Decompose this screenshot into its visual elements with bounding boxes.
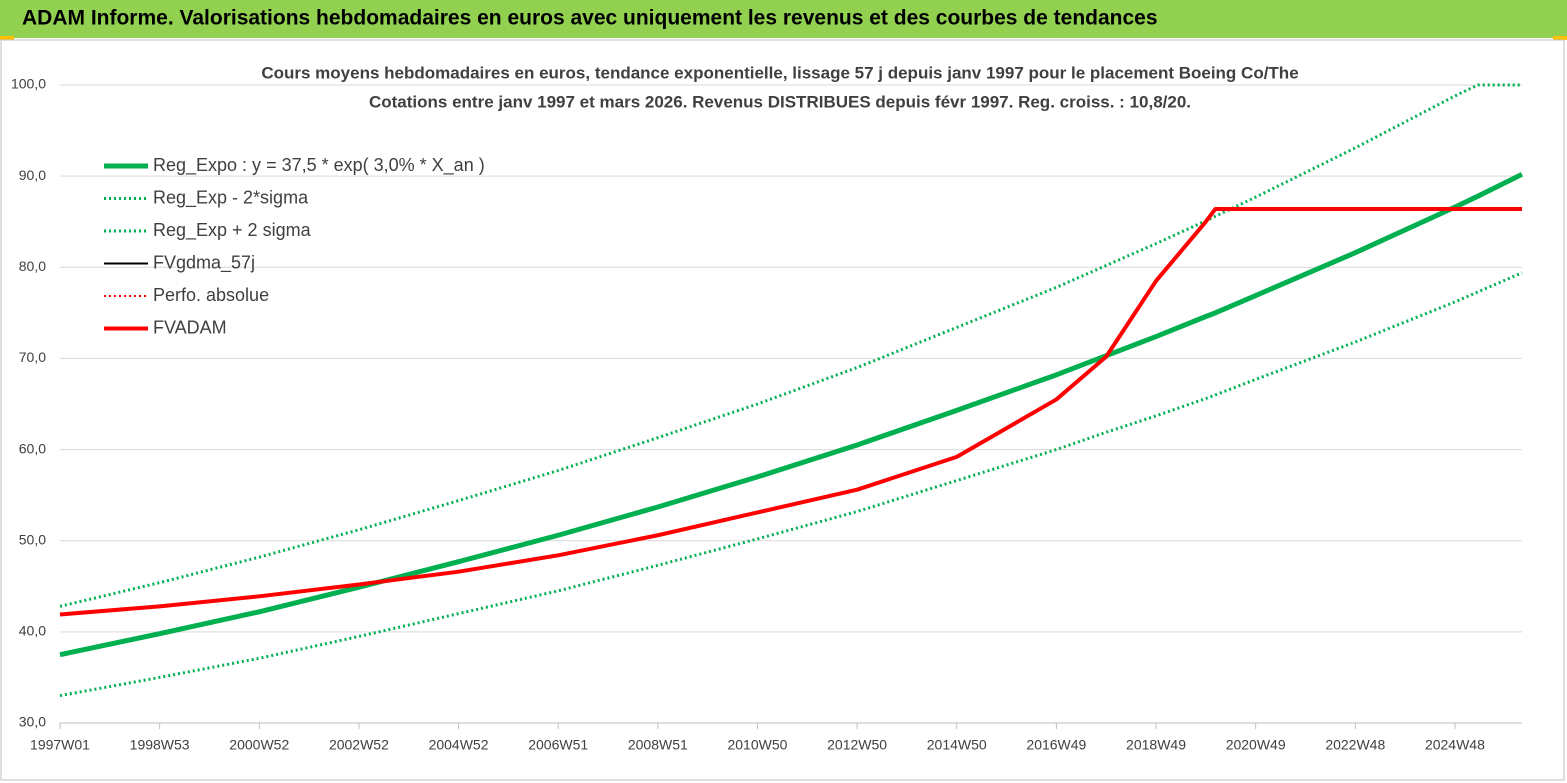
x-tick-label: 2002W52	[329, 737, 389, 753]
y-tick-label: 60,0	[19, 440, 46, 456]
series-line	[59, 83, 1522, 608]
x-tick-label: 1998W53	[130, 737, 190, 753]
x-tick-label: 2020W49	[1226, 737, 1286, 753]
legend-label: Reg_Exp - 2*sigma	[153, 187, 309, 208]
legend-label: FVgdma_57j	[153, 252, 255, 273]
x-tick-label: 2018W49	[1126, 737, 1186, 753]
series-line	[59, 206, 1522, 617]
x-tick-label: 2010W50	[727, 737, 787, 753]
x-tick-label: 2012W50	[827, 737, 887, 753]
chart-subtitle: Cotations entre janv 1997 et mars 2026. …	[369, 92, 1191, 111]
chart-title: Cours moyens hebdomadaires en euros, ten…	[261, 63, 1298, 82]
header-accent	[0, 36, 14, 40]
x-tick-label: 2014W50	[927, 737, 987, 753]
series-line	[59, 172, 1524, 658]
header-title: ADAM Informe. Valorisations hebdomadaire…	[22, 7, 1158, 30]
x-tick-label: 2022W48	[1325, 737, 1385, 753]
y-tick-label: 40,0	[19, 623, 46, 639]
legend-label: Reg_Expo : y = 37,5 * exp( 3,0% * X_an )	[153, 155, 485, 176]
x-tick-label: 2008W51	[628, 737, 688, 753]
x-tick-label: 2016W49	[1026, 737, 1086, 753]
legend-label: Reg_Exp + 2 sigma	[153, 220, 312, 241]
x-tick-label: 2024W48	[1425, 737, 1485, 753]
y-tick-label: 80,0	[19, 258, 46, 274]
header-accent	[1553, 36, 1567, 40]
x-tick-label: 2004W52	[429, 737, 489, 753]
x-tick-label: 1997W01	[30, 737, 90, 753]
header-bar	[0, 0, 1567, 38]
y-tick-label: 30,0	[19, 714, 46, 730]
plot: 30,0 40,0 50,0 60,0 70,0 80,0 90,0 100,0 1997W01…	[11, 76, 1524, 753]
legend-label: FVADAM	[153, 317, 227, 337]
x-tick-label: 2000W52	[229, 737, 289, 753]
x-tick-label: 2006W51	[528, 737, 588, 753]
y-tick-label: 50,0	[19, 531, 46, 547]
legend-label: Perfo. absolue	[153, 285, 269, 305]
y-tick-label: 100,0	[11, 76, 46, 92]
chart-border	[0, 39, 1565, 781]
series-line	[59, 271, 1523, 698]
y-tick-label: 90,0	[19, 167, 46, 183]
y-tick-label: 70,0	[19, 349, 46, 365]
